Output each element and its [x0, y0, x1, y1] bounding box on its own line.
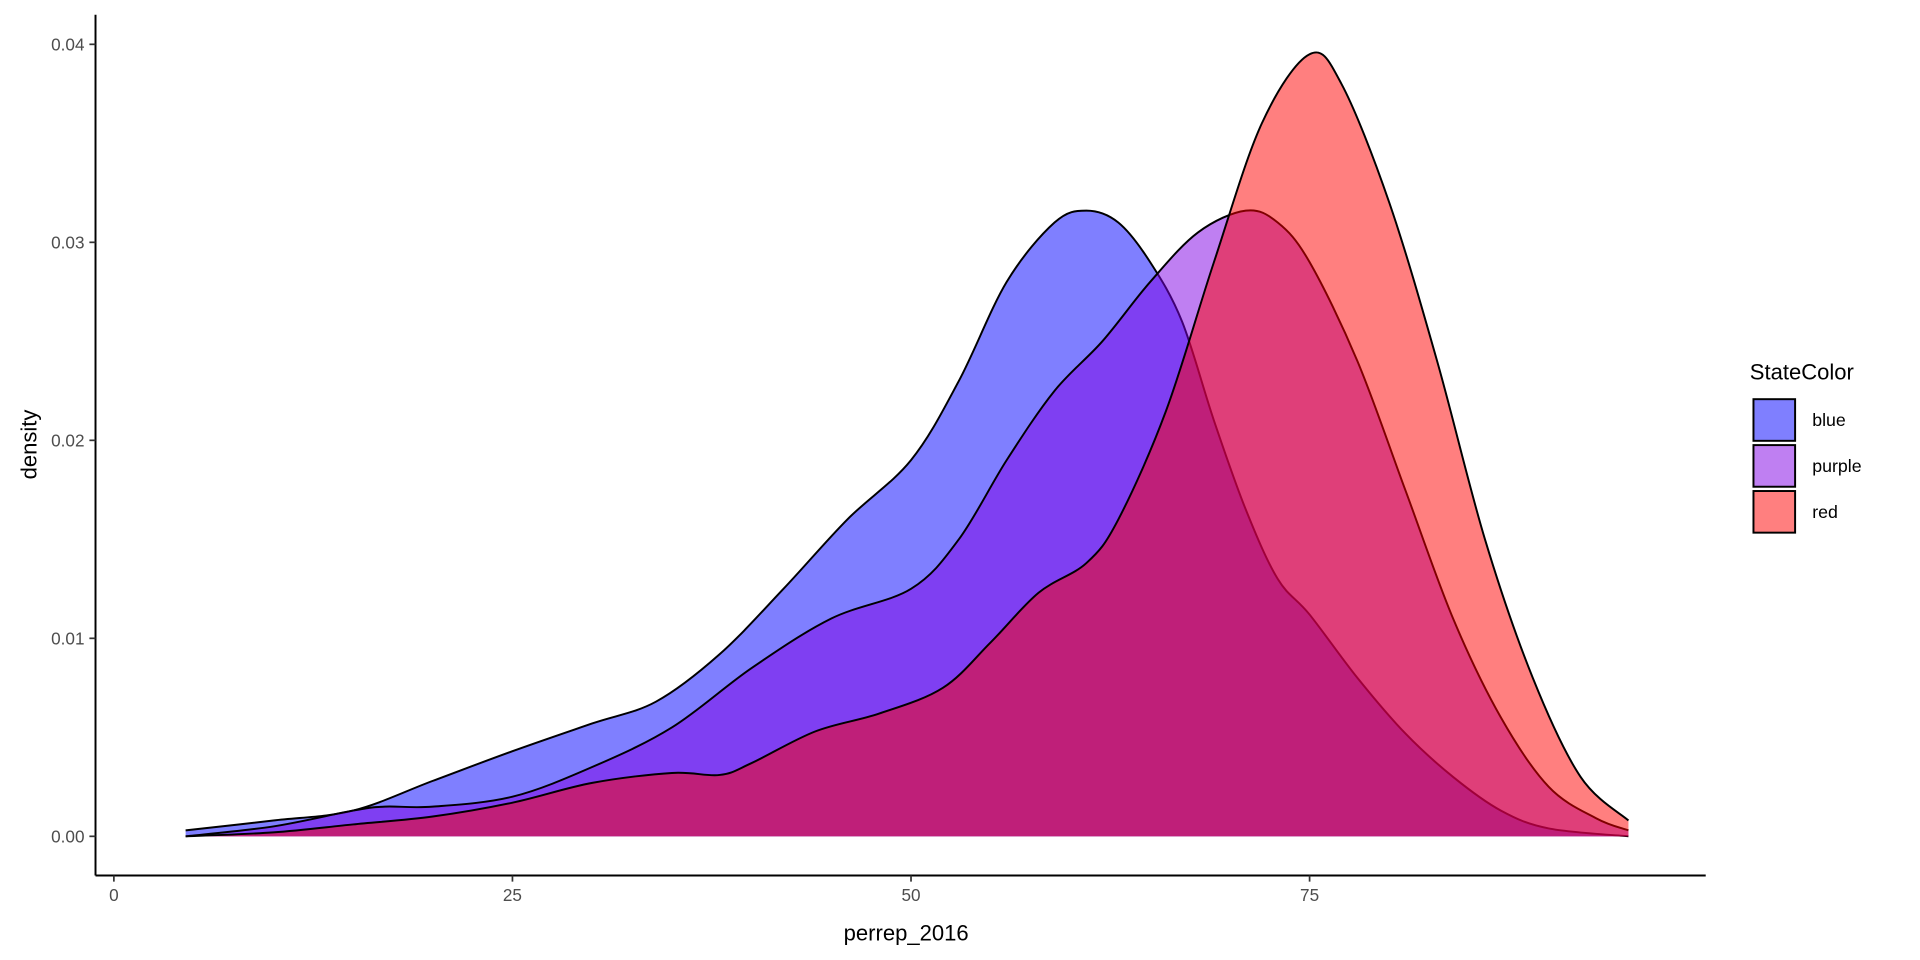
y-tick-label: 0.00 — [51, 826, 84, 846]
legend-label: red — [1812, 502, 1838, 522]
legend-key — [1752, 490, 1797, 534]
legend-key — [1752, 444, 1797, 488]
x-tick-label: 0 — [109, 885, 119, 905]
y-tick-label: 0.03 — [51, 232, 84, 252]
y-tick-label: 0.04 — [51, 34, 85, 54]
y-tick-label: 0.01 — [51, 628, 84, 648]
legend-item-purple: purple — [1752, 444, 1862, 488]
legend-item-blue: blue — [1752, 398, 1846, 442]
legend-title: StateColor — [1750, 360, 1854, 385]
legend-item-red: red — [1752, 490, 1838, 534]
legend-label: purple — [1812, 456, 1861, 476]
y-ticks: 0.00 0.01 0.02 0.03 0.04 — [51, 34, 96, 846]
x-ticks: 0 25 50 75 — [109, 875, 1319, 905]
density-areas — [185, 51, 1630, 838]
density-line-red — [185, 51, 1630, 838]
legend: StateColor blue purple red — [1750, 360, 1862, 534]
x-axis-title: perrep_2016 — [844, 920, 969, 945]
x-tick-label: 25 — [503, 885, 522, 905]
y-tick-label: 0.02 — [51, 430, 84, 450]
y-axis-title: density — [17, 410, 42, 480]
density-area-red — [185, 52, 1629, 837]
legend-key — [1752, 398, 1797, 442]
x-tick-label: 50 — [901, 885, 920, 905]
x-tick-label: 75 — [1300, 885, 1319, 905]
legend-label: blue — [1812, 410, 1846, 430]
